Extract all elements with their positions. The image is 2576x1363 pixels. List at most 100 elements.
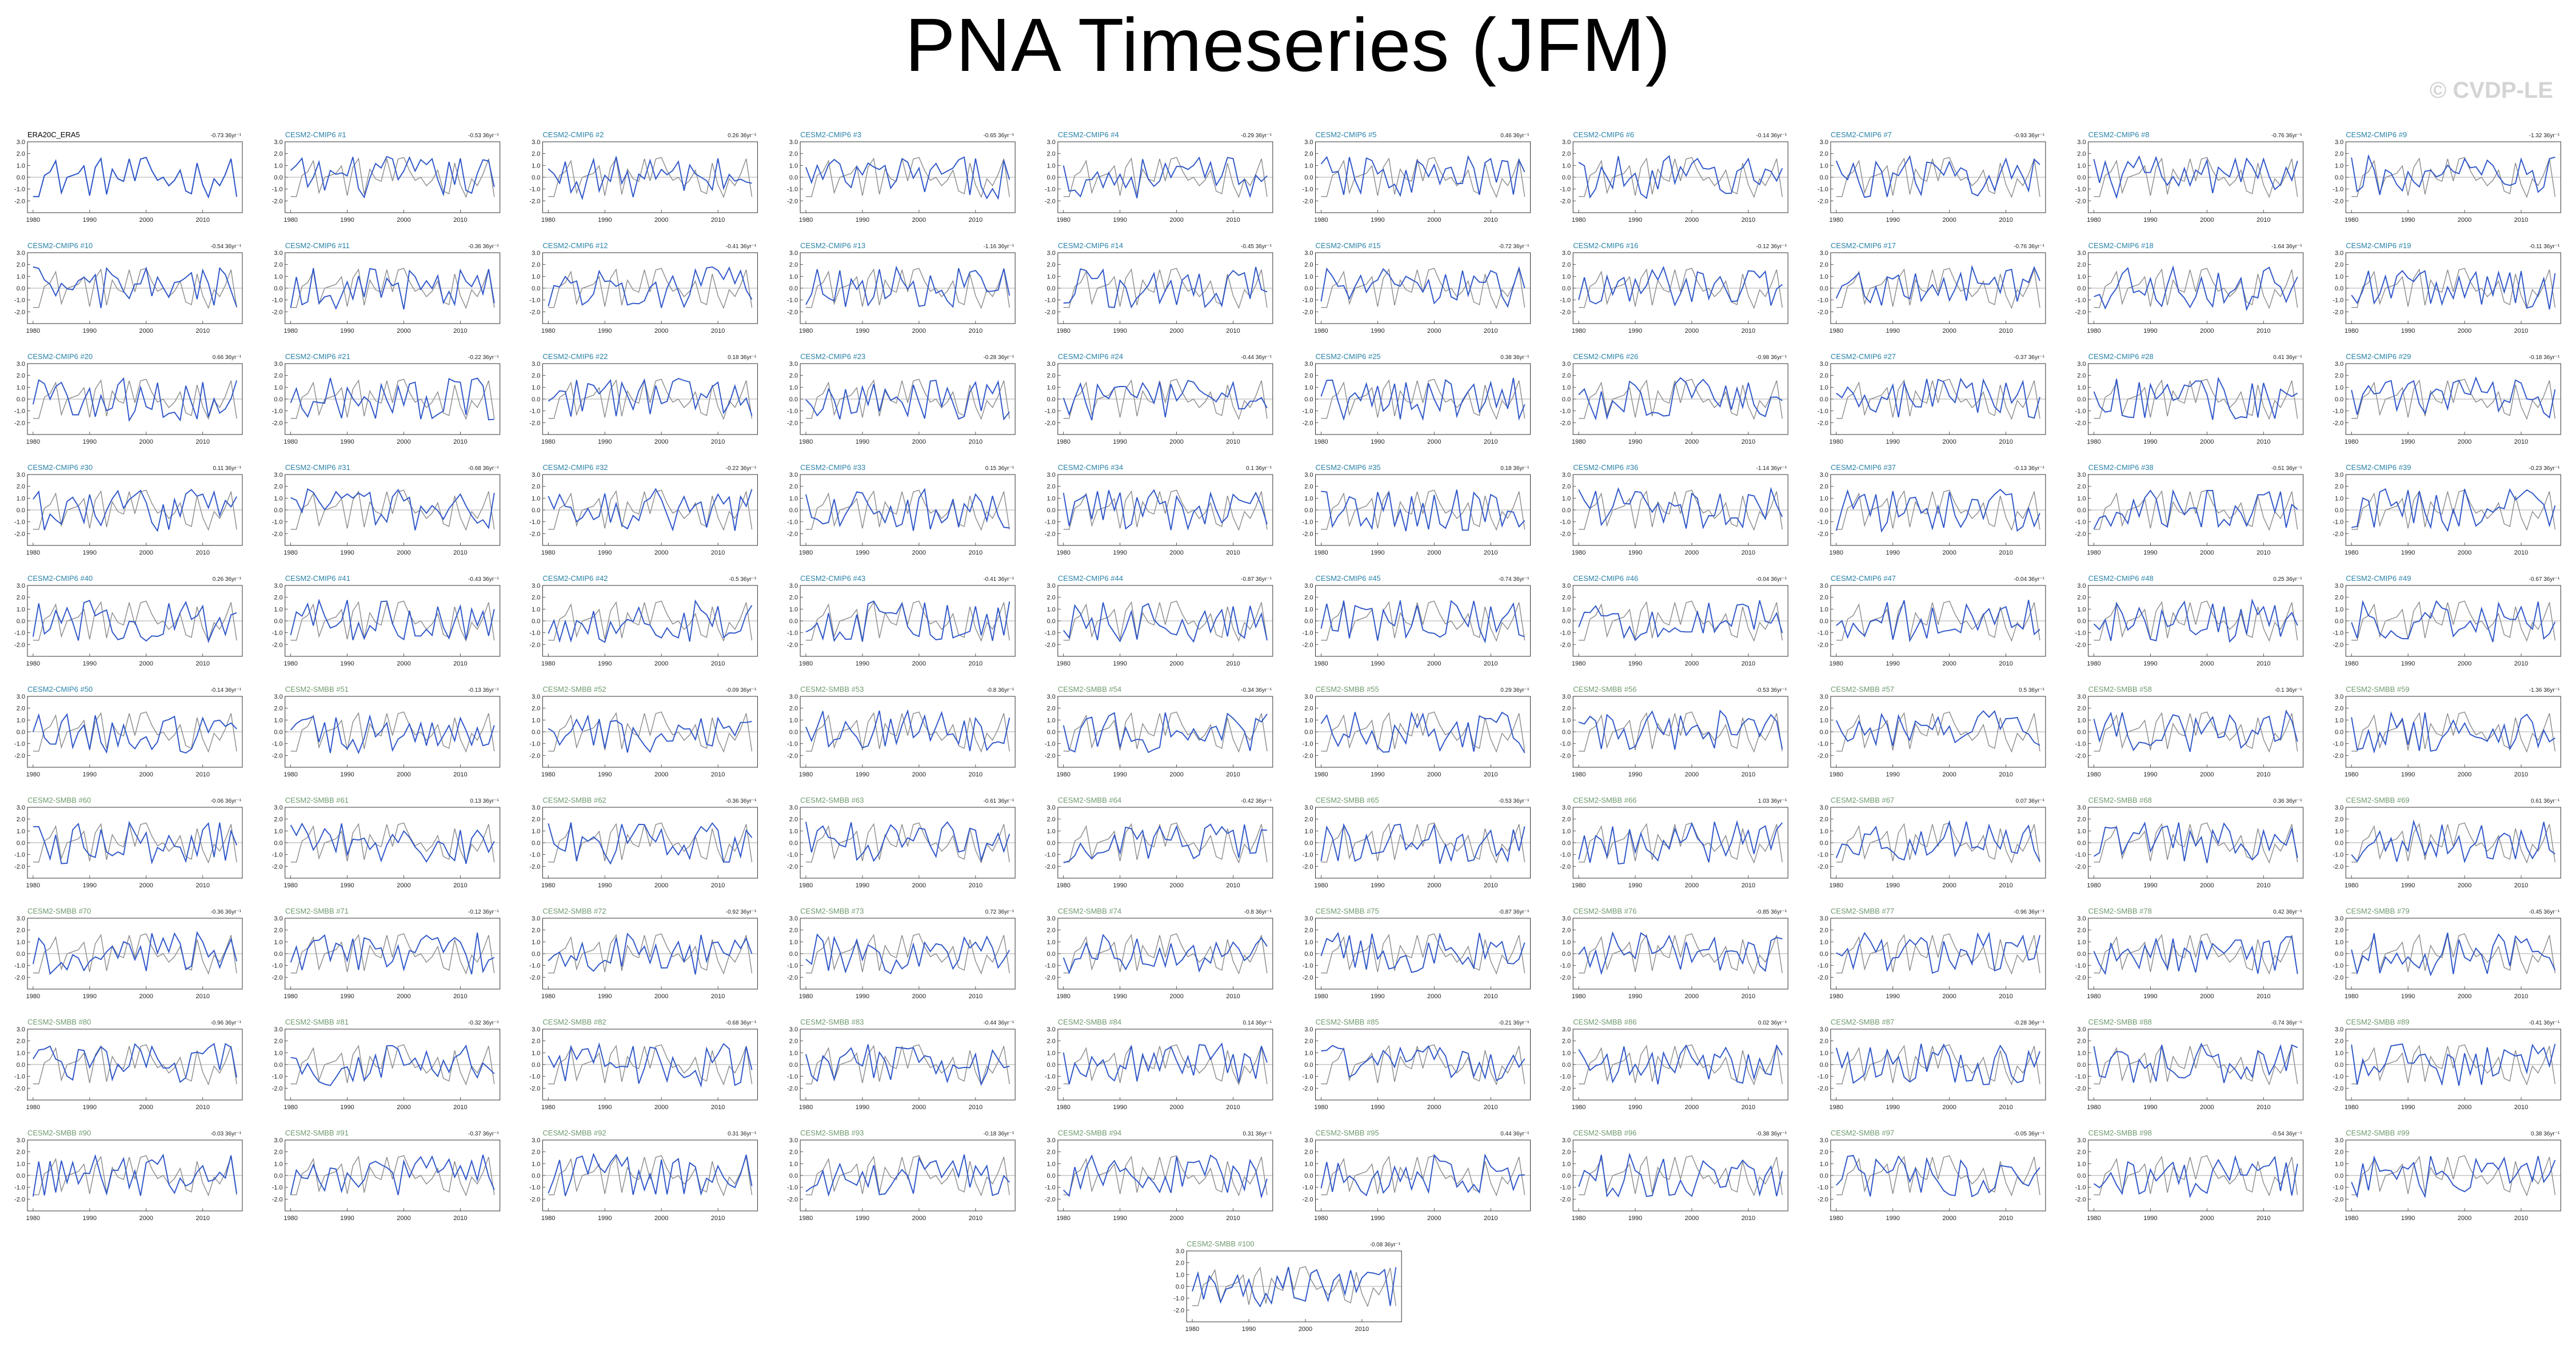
obs-series-line — [2351, 268, 2556, 309]
y-tick-label: -2.0 — [1045, 309, 1056, 316]
y-tick-label: 0.0 — [2335, 840, 2343, 847]
y-tick-label: -2.0 — [2075, 974, 2086, 981]
x-tick-label: 1980 — [283, 660, 297, 667]
x-tick-label: 2000 — [397, 1104, 410, 1111]
y-tick-label: -2.0 — [1303, 641, 1313, 648]
x-tick-label: 2010 — [195, 993, 209, 1000]
panel: CESM2-CMIP6 #29 -0.18 36yr⁻¹3.02.01.00.0-… — [2333, 352, 2561, 445]
y-tick-label: -2.0 — [1818, 420, 1828, 427]
panel-trend: -0.54 36yr⁻¹ — [210, 244, 241, 250]
y-tick-label: -1.0 — [1303, 186, 1313, 193]
y-tick-label: 1.0 — [789, 384, 798, 391]
panel-trend: -0.36 36yr⁻¹ — [210, 909, 241, 915]
obs-series-line — [290, 157, 495, 198]
y-tick-label: -1.0 — [272, 408, 283, 415]
panel: CESM2-SMBB #79 -0.45 36yr⁻¹3.02.01.00.0-1… — [2333, 907, 2561, 1000]
panel-trend: -1.32 36yr⁻¹ — [2529, 133, 2560, 139]
x-tick-label: 2000 — [1685, 660, 1699, 667]
model-series-line — [2351, 376, 2556, 419]
x-tick-label: 1990 — [1371, 1104, 1384, 1111]
x-tick-label: 1990 — [1242, 1326, 1256, 1333]
y-tick-label: 2.0 — [1304, 595, 1313, 601]
model-series-line — [290, 488, 495, 531]
x-tick-label: 1990 — [340, 1215, 354, 1222]
y-tick-label: -1.0 — [272, 1185, 283, 1191]
obs-series-line — [2351, 600, 2556, 642]
y-tick-label: 3.0 — [789, 361, 798, 368]
x-tick-label: 2000 — [2458, 660, 2471, 667]
x-tick-label: 1980 — [2345, 1104, 2358, 1111]
y-tick-label: 2.0 — [17, 816, 25, 823]
obs-series-line — [290, 933, 495, 975]
y-tick-label: -1.0 — [1818, 186, 1828, 193]
x-tick-label: 2010 — [969, 1215, 983, 1222]
y-tick-label: 0.0 — [789, 507, 798, 514]
y-tick-label: 1.0 — [274, 1050, 282, 1057]
y-tick-label: 0.0 — [1047, 1062, 1056, 1069]
x-tick-label: 1980 — [1185, 1326, 1199, 1333]
y-tick-label: -2.0 — [2333, 863, 2343, 870]
obs-series-line — [1063, 268, 1268, 309]
panel-title: CESM2-CMIP6 #41 — [285, 574, 350, 583]
y-tick-label: -1.0 — [2333, 630, 2343, 637]
model-series-line — [1063, 712, 1268, 754]
panel-trend: 0.15 36yr⁻¹ — [985, 465, 1015, 472]
y-tick-label: -2.0 — [529, 1196, 540, 1203]
x-tick-label: 2010 — [1742, 993, 1755, 1000]
y-tick-label: 1.0 — [532, 828, 540, 835]
x-tick-label: 2010 — [2257, 882, 2270, 889]
x-tick-label: 1980 — [1314, 1104, 1328, 1111]
y-tick-label: 0.0 — [2335, 174, 2343, 181]
panel: CESM2-CMIP6 #18 -1.64 36yr⁻¹3.02.01.00.0-… — [2075, 241, 2304, 334]
x-tick-label: 1980 — [1572, 1104, 1585, 1111]
page-title: PNA Timeseries (JFM) — [905, 3, 1671, 87]
x-tick-label: 2010 — [1484, 328, 1497, 334]
obs-series-line — [548, 378, 753, 420]
y-tick-label: 2.0 — [1562, 595, 1571, 601]
x-tick-label: 1990 — [1886, 882, 1900, 889]
x-tick-label: 1980 — [1830, 771, 1843, 778]
panel-title: CESM2-SMBB #67 — [1831, 796, 1894, 804]
panel-title: CESM2-SMBB #73 — [800, 907, 864, 915]
y-tick-label: -1.0 — [529, 1185, 540, 1191]
y-tick-label: -2.0 — [14, 641, 25, 648]
y-tick-label: 0.0 — [1820, 285, 1828, 292]
obs-series-line — [1579, 1044, 1783, 1086]
panel: CESM2-SMBB #58 -0.1 36yr⁻¹3.02.01.00.0-1.… — [2075, 685, 2304, 778]
panel: CESM2-CMIP6 #35 0.18 36yr⁻¹3.02.01.00.0-1… — [1303, 463, 1531, 556]
obs-series-line — [2094, 711, 2298, 753]
y-tick-label: 0.0 — [17, 507, 25, 514]
y-tick-label: -2.0 — [1560, 198, 1571, 205]
panel-title: CESM2-SMBB #59 — [2346, 685, 2409, 694]
panel: CESM2-CMIP6 #3 -0.65 36yr⁻¹3.02.01.00.0-1… — [787, 130, 1016, 224]
x-tick-label: 2000 — [1427, 660, 1441, 667]
obs-series-line — [1836, 378, 2040, 420]
obs-series-line — [33, 1044, 237, 1086]
panel-title: CESM2-CMIP6 #47 — [1831, 574, 1896, 583]
y-tick-label: 0.0 — [532, 1173, 540, 1179]
model-series-line — [548, 156, 752, 201]
x-tick-label: 2000 — [1169, 1104, 1183, 1111]
x-tick-label: 1990 — [598, 882, 612, 889]
y-tick-label: 0.0 — [2335, 1062, 2343, 1069]
y-tick-label: 3.0 — [17, 1137, 25, 1144]
panel-title: CESM2-CMIP6 #3 — [800, 130, 861, 139]
panel: CESM2-SMBB #67 0.07 36yr⁻¹3.02.01.00.0-1.… — [1818, 796, 2046, 889]
y-tick-label: 3.0 — [1820, 1137, 1828, 1144]
y-tick-label: 0.0 — [17, 618, 25, 625]
y-tick-label: -2.0 — [272, 531, 283, 537]
x-tick-label: 2000 — [912, 660, 926, 667]
x-tick-label: 2000 — [1685, 1215, 1699, 1222]
y-tick-label: 2.0 — [1562, 1149, 1571, 1156]
y-tick-label: 1.0 — [1562, 717, 1571, 724]
y-tick-label: -1.0 — [1045, 186, 1056, 193]
panel: CESM2-CMIP6 #21 -0.22 36yr⁻¹3.02.01.00.0-… — [272, 352, 501, 445]
x-tick-label: 2000 — [654, 439, 668, 445]
model-series-line — [1063, 1042, 1268, 1085]
x-tick-label: 1990 — [1886, 660, 1900, 667]
x-tick-label: 2000 — [912, 328, 926, 334]
panel: CESM2-CMIP6 #1 -0.53 36yr⁻¹3.02.01.00.0-1… — [272, 130, 501, 224]
panel: CESM2-SMBB #74 -0.8 36yr⁻¹3.02.01.00.0-1.… — [1045, 907, 1273, 1000]
y-tick-label: 1.0 — [17, 162, 25, 169]
y-tick-label: -1.0 — [1560, 408, 1571, 415]
